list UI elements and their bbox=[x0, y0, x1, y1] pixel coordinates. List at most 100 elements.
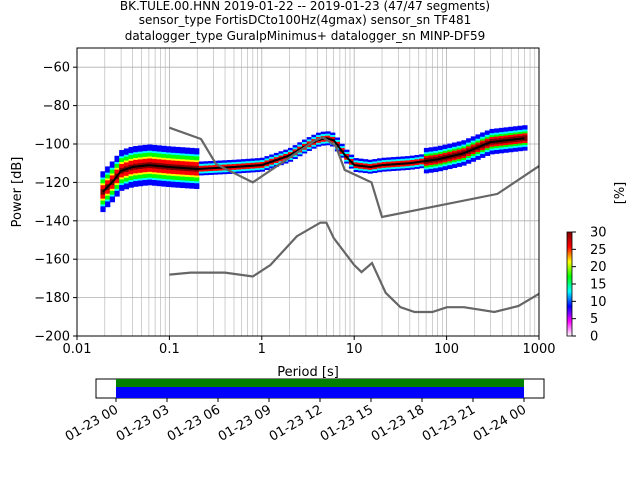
histogram-cell bbox=[180, 185, 186, 189]
histogram-cell bbox=[156, 168, 162, 171]
histogram-cell bbox=[522, 125, 528, 128]
histogram-cell bbox=[170, 150, 176, 153]
histogram-cell bbox=[475, 140, 481, 143]
histogram-cell bbox=[142, 162, 148, 165]
histogram-cell bbox=[414, 158, 420, 162]
histogram-cell bbox=[128, 160, 134, 163]
histogram-cell bbox=[405, 167, 411, 171]
histogram-cell bbox=[381, 159, 387, 163]
histogram-cell bbox=[461, 142, 467, 145]
histogram-cell bbox=[208, 170, 214, 174]
histogram-cell bbox=[194, 159, 200, 163]
histogram-cell bbox=[184, 164, 190, 168]
histogram-cell bbox=[161, 145, 167, 149]
histogram-cell bbox=[133, 184, 139, 187]
histogram-cell bbox=[292, 145, 298, 148]
histogram-cell bbox=[283, 161, 289, 164]
histogram-cell bbox=[470, 144, 476, 147]
histogram-cell bbox=[194, 177, 200, 180]
colorbar-tick-label: 0 bbox=[590, 330, 598, 345]
histogram-cell bbox=[203, 165, 209, 168]
histogram-cell bbox=[522, 142, 528, 145]
histogram-cell bbox=[133, 153, 139, 157]
histogram-cell bbox=[151, 158, 158, 161]
histogram-cell bbox=[297, 151, 303, 155]
histogram-cell bbox=[372, 162, 378, 166]
plot-background bbox=[77, 48, 539, 336]
histogram-cell bbox=[166, 161, 172, 165]
histogram-cell bbox=[517, 133, 523, 136]
histogram-cell bbox=[287, 149, 294, 153]
histogram-cell bbox=[419, 163, 425, 167]
histogram-cell bbox=[414, 154, 420, 158]
histogram-cell bbox=[189, 163, 195, 166]
histogram-cell bbox=[517, 148, 523, 152]
histogram-cell bbox=[391, 168, 397, 171]
histogram-cell bbox=[180, 151, 186, 154]
histogram-cell bbox=[320, 139, 326, 142]
histogram-cell bbox=[442, 148, 448, 151]
histogram-cell bbox=[395, 156, 401, 160]
histogram-cell bbox=[419, 154, 425, 157]
histogram-cell bbox=[114, 163, 120, 166]
histogram-cell bbox=[217, 170, 223, 173]
histogram-cell bbox=[433, 161, 439, 165]
histogram-cell bbox=[452, 146, 458, 149]
histogram-cell bbox=[456, 143, 462, 146]
histogram-cell bbox=[109, 176, 115, 180]
title-line-station: BK.TULE.00.HNN 2019-01-22 -- 2019-01-23 … bbox=[120, 0, 490, 13]
histogram-cell bbox=[189, 182, 195, 185]
histogram-cell bbox=[484, 134, 491, 137]
histogram-cell bbox=[137, 147, 144, 150]
histogram-cell bbox=[100, 186, 106, 190]
histogram-cell bbox=[161, 174, 167, 178]
histogram-cell bbox=[480, 140, 486, 143]
histogram-cell bbox=[470, 142, 476, 145]
histogram-cell bbox=[461, 157, 467, 160]
histogram-cell bbox=[503, 144, 509, 148]
histogram-cell bbox=[269, 164, 275, 167]
histogram-cell bbox=[287, 157, 294, 160]
histogram-cell bbox=[489, 138, 495, 141]
histogram-cell bbox=[320, 131, 326, 135]
histogram-cell bbox=[170, 183, 176, 186]
histogram-cell bbox=[423, 161, 430, 164]
colorbar-ticks: 0 5 10 15 20 25 30 bbox=[572, 226, 607, 345]
histogram-cell bbox=[156, 153, 162, 156]
histogram-cell bbox=[372, 168, 378, 172]
histogram-cell bbox=[128, 162, 134, 165]
histogram-cell bbox=[147, 169, 153, 172]
histogram-cell bbox=[461, 145, 467, 149]
histogram-cell bbox=[494, 128, 500, 131]
histogram-cell bbox=[151, 166, 158, 169]
histogram-cell bbox=[100, 175, 106, 178]
histogram-cell bbox=[344, 149, 350, 153]
histogram-cell bbox=[114, 167, 120, 170]
histogram-cell bbox=[184, 149, 190, 152]
histogram-cell bbox=[489, 134, 495, 138]
histogram-cell bbox=[456, 145, 462, 148]
histogram-cell bbox=[180, 160, 186, 164]
histogram-cell bbox=[512, 135, 519, 139]
histogram-cell bbox=[128, 175, 134, 179]
histogram-cell bbox=[255, 158, 261, 161]
histogram-cell bbox=[452, 155, 458, 159]
histogram-cell bbox=[512, 128, 519, 131]
histogram-cell bbox=[175, 156, 181, 159]
histogram-cell bbox=[306, 146, 312, 150]
colorbar-tick-label: 5 bbox=[590, 312, 598, 327]
histogram-cell bbox=[498, 150, 505, 154]
histogram-cell bbox=[348, 154, 355, 158]
histogram-cell bbox=[377, 167, 383, 171]
histogram-cell bbox=[189, 178, 195, 182]
histogram-cell bbox=[470, 157, 476, 160]
histogram-cell bbox=[273, 154, 280, 158]
histogram-cell bbox=[184, 170, 190, 174]
histogram-cell bbox=[456, 156, 462, 160]
histogram-cell bbox=[119, 186, 125, 189]
histogram-cell bbox=[142, 154, 148, 157]
histogram-cell bbox=[381, 167, 387, 170]
histogram-cell bbox=[137, 151, 144, 154]
histogram-cell bbox=[428, 170, 434, 173]
